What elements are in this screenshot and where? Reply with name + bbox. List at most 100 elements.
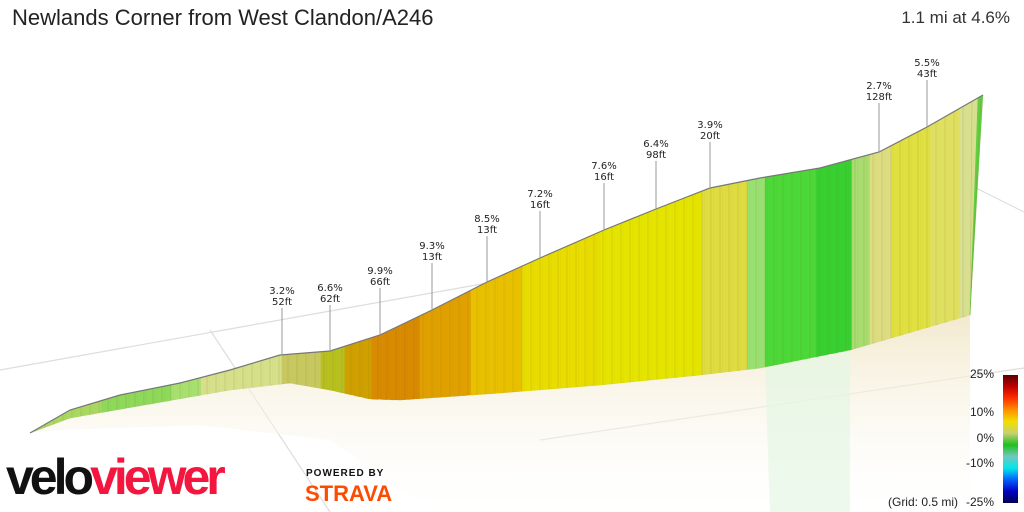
profile-slice bbox=[917, 129, 922, 331]
profile-slice bbox=[866, 154, 871, 346]
profile-slice bbox=[335, 347, 340, 393]
profile-slice bbox=[929, 123, 934, 328]
profile-slice bbox=[569, 243, 574, 388]
profile-slice bbox=[161, 385, 166, 403]
profile-slice bbox=[749, 179, 754, 370]
profile-slice bbox=[935, 119, 940, 326]
profile-slice bbox=[185, 380, 190, 399]
profile-slice bbox=[122, 393, 127, 410]
profile-slice bbox=[404, 321, 409, 400]
profile-slice bbox=[488, 279, 493, 395]
profile-slice bbox=[593, 232, 598, 386]
profile-slice bbox=[800, 170, 805, 361]
profile-slice bbox=[722, 184, 727, 373]
profile-slice bbox=[707, 187, 712, 375]
profile-slice bbox=[263, 358, 268, 387]
profile-slice bbox=[368, 337, 373, 400]
profile-slice bbox=[755, 177, 760, 369]
profile-slice bbox=[362, 339, 367, 399]
profile-slice bbox=[665, 203, 670, 379]
profile-slice bbox=[638, 214, 643, 382]
annotations: 3.2%52ft6.6%62ft9.9%66ft9.3%13ft8.5%13ft… bbox=[269, 58, 940, 355]
profile-slice bbox=[329, 349, 334, 392]
profile-slice bbox=[146, 388, 151, 405]
profile-slice bbox=[461, 292, 466, 396]
profile-slice bbox=[671, 201, 676, 379]
profile-slice bbox=[467, 289, 472, 396]
profile-slice bbox=[227, 369, 232, 391]
profile-slice bbox=[281, 354, 286, 385]
annotation-length: 128ft bbox=[866, 92, 892, 103]
profile-slice bbox=[626, 219, 631, 383]
profile-slice bbox=[644, 211, 649, 381]
profile-slice bbox=[743, 180, 748, 371]
profile-slice bbox=[695, 191, 700, 376]
profile-slice bbox=[602, 228, 607, 386]
profile-slice bbox=[599, 229, 604, 386]
profile-slice bbox=[380, 332, 385, 400]
profile-slice bbox=[272, 355, 277, 386]
profile-slice bbox=[449, 298, 454, 397]
profile-slice bbox=[698, 190, 703, 376]
profile-slice bbox=[950, 111, 955, 321]
profile-slice bbox=[338, 346, 343, 394]
profile-slice bbox=[341, 345, 346, 394]
profile-slice bbox=[317, 351, 322, 389]
profile-slice bbox=[212, 373, 217, 394]
profile-slice bbox=[845, 159, 850, 352]
profile-slice bbox=[347, 343, 352, 396]
profile-slice bbox=[296, 353, 301, 386]
climb-summary: 1.1 mi at 4.6% bbox=[901, 8, 1010, 27]
annotation-length: 98ft bbox=[646, 150, 666, 161]
profile-slice bbox=[899, 139, 904, 336]
annotation-length: 52ft bbox=[272, 297, 292, 308]
profile-slice bbox=[905, 135, 910, 335]
profile-slice bbox=[533, 258, 538, 391]
profile-slice bbox=[770, 175, 775, 367]
profile-slice bbox=[572, 241, 577, 388]
profile-slice bbox=[359, 340, 364, 398]
profile-slice bbox=[101, 399, 106, 413]
annotation-grade: 9.9% bbox=[367, 266, 392, 277]
profile-slice bbox=[623, 220, 628, 383]
profile-slice bbox=[584, 236, 589, 387]
profile-slice bbox=[80, 405, 85, 417]
profile-slice bbox=[833, 162, 838, 354]
annotation-grade: 6.6% bbox=[317, 283, 342, 294]
profile-slice bbox=[797, 170, 802, 361]
annotation-grade: 9.3% bbox=[419, 241, 444, 252]
profile-slice bbox=[590, 233, 595, 387]
profile-slice bbox=[953, 109, 958, 321]
profile-slice bbox=[818, 167, 823, 357]
annotation-grade: 5.5% bbox=[914, 58, 939, 69]
profile-slice bbox=[248, 362, 253, 389]
profile-slice bbox=[887, 145, 892, 340]
profile-slice bbox=[857, 156, 862, 349]
legend-tick: -10% bbox=[965, 456, 994, 470]
profile-slice bbox=[752, 178, 757, 370]
profile-slice bbox=[806, 169, 811, 359]
profile-slice bbox=[164, 385, 169, 402]
profile-slice bbox=[425, 310, 430, 399]
profile-slice bbox=[131, 391, 136, 408]
profile-slice bbox=[908, 134, 913, 334]
profile-reflection bbox=[30, 315, 970, 512]
profile-slice bbox=[758, 177, 763, 369]
profile-slice bbox=[176, 382, 181, 400]
profile-slice bbox=[926, 124, 931, 328]
profile-slice bbox=[578, 239, 583, 388]
profile-slice bbox=[413, 316, 418, 400]
profile-slice bbox=[170, 383, 175, 401]
profile-slice bbox=[941, 116, 946, 324]
powered-by-label: POWERED BY bbox=[306, 468, 385, 479]
profile-slice bbox=[269, 356, 274, 386]
profile-slice bbox=[383, 331, 388, 400]
profile-slice bbox=[149, 388, 154, 405]
profile-slice bbox=[728, 183, 733, 372]
profile-slice bbox=[548, 252, 553, 390]
profile-slice bbox=[350, 342, 355, 396]
profile-slice bbox=[641, 212, 646, 382]
profile-slice bbox=[815, 167, 820, 358]
profile-slice bbox=[767, 175, 772, 367]
profile-slice bbox=[233, 367, 238, 390]
